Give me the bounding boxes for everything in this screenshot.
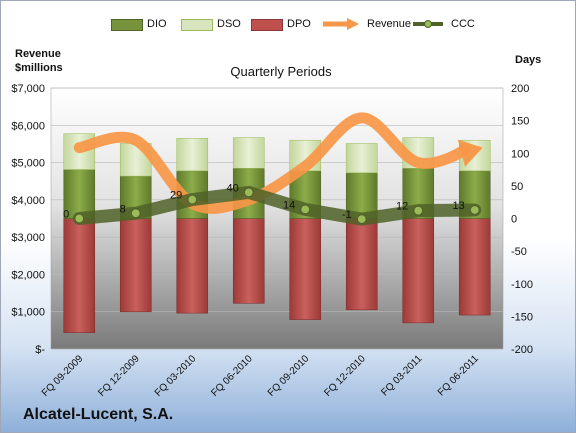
- right-axis-tick-label: 200: [511, 83, 529, 95]
- ccc-marker: [74, 213, 85, 224]
- x-axis-tick-label: FQ 09-2010: [266, 353, 312, 399]
- dpo-bar: [402, 218, 435, 324]
- left-axis-tick-label: $2,000: [11, 269, 45, 281]
- dpo-bar: [458, 218, 491, 316]
- plot-title: Quarterly Periods: [230, 64, 332, 79]
- dpo-bar: [63, 218, 96, 333]
- ccc-data-label: 13: [453, 200, 465, 212]
- dpo-bar: [232, 218, 265, 304]
- dso-bar: [345, 143, 378, 174]
- ccc-marker: [413, 205, 424, 216]
- ccc-marker: [130, 208, 141, 219]
- ccc-line: [72, 185, 482, 226]
- left-axis-title-line2: $millions: [15, 62, 63, 74]
- x-axis-tick-label: FQ 06-2010: [209, 353, 255, 399]
- left-axis-title-line1: Revenue: [15, 48, 61, 60]
- legend-line-marker-icon: [413, 20, 443, 28]
- ccc-data-label: 40: [227, 182, 239, 194]
- dso-bar: [232, 137, 265, 169]
- right-axis-tick-label: -100: [511, 279, 533, 291]
- left-axis-tick-label: $3,000: [11, 232, 45, 244]
- ccc-data-label: 29: [170, 190, 182, 202]
- legend-label-revenue: Revenue: [367, 18, 412, 30]
- left-axis-ticks: $- $1,000 $2,000 $3,000 $4,000 $5,000 $6,000 $7…: [11, 83, 45, 356]
- x-axis-tick-label: FQ 03-2011: [379, 353, 424, 398]
- legend-label-ccc: CCC: [451, 18, 475, 30]
- legend-swatch-dio: [111, 19, 143, 31]
- right-axis-tick-label: 150: [511, 116, 529, 128]
- right-axis-tick-label: 100: [511, 148, 529, 160]
- revenue-line: [73, 112, 471, 214]
- ccc-data-label: 0: [63, 209, 69, 221]
- legend-label-dio: DIO: [147, 18, 167, 30]
- ccc-data-label: 12: [396, 201, 408, 213]
- dso-bar: [176, 137, 209, 172]
- dpo-bar: [289, 218, 322, 320]
- ccc-data-label: 8: [120, 203, 126, 215]
- ccc-marker: [187, 194, 198, 205]
- right-axis-tick-label: 50: [511, 181, 523, 193]
- left-axis-title: Revenue $millions: [15, 47, 63, 75]
- ccc-marker: [243, 187, 254, 198]
- ccc-data-label: -1: [342, 209, 352, 221]
- legend-label-dpo: DPO: [287, 18, 311, 30]
- company-name: Alcatel-Lucent, S.A.: [23, 406, 174, 423]
- right-axis-tick-label: -200: [511, 344, 533, 356]
- right-axis-ticks: -200 -150 -100 -50 0 50 100 150 200: [511, 83, 533, 356]
- ccc-marker: [300, 204, 311, 215]
- x-axis-tick-label: FQ 06-2011: [436, 353, 481, 398]
- dpo-bar: [345, 218, 378, 311]
- ccc-series: 0 8 29 40 14 -1 12 13: [63, 182, 482, 226]
- left-axis-tick-label: $6,000: [11, 120, 45, 132]
- left-axis-tick-label: $4,000: [11, 195, 45, 207]
- legend-swatch-dpo: [251, 19, 283, 31]
- legend-label-dso: DSO: [217, 18, 241, 30]
- left-axis-tick-label: $-: [35, 344, 45, 356]
- dpo-bar: [119, 218, 152, 313]
- left-axis-tick-label: $7,000: [11, 83, 45, 95]
- right-axis-tick-label: -50: [511, 246, 527, 258]
- left-axis-tick-label: $1,000: [11, 307, 45, 319]
- left-axis-tick-label: $5,000: [11, 158, 45, 170]
- x-axis-tick-label: FQ 09-2009: [40, 353, 86, 399]
- revenue-arrowhead: [457, 139, 483, 167]
- ccc-data-label: 14: [283, 199, 295, 211]
- x-axis-tick-label: FQ 12-2009: [96, 353, 142, 399]
- x-axis-tick-label: FQ 12-2010: [322, 353, 368, 399]
- legend-swatch-dso: [181, 19, 213, 31]
- ccc-marker: [356, 214, 367, 225]
- revenue-series: [73, 112, 483, 214]
- x-axis-tick-label: FQ 03-2010: [153, 353, 199, 399]
- x-axis-ticks: FQ 09-2009 FQ 12-2009 FQ 03-2010 FQ 06-2010…: [40, 353, 481, 399]
- right-axis-title: Days: [515, 54, 542, 66]
- right-axis-tick-label: -150: [511, 311, 533, 323]
- dpo-bar: [176, 218, 209, 314]
- ccc-marker: [469, 204, 480, 216]
- legend-arrow-icon: [323, 18, 359, 30]
- right-axis-tick-label: 0: [511, 214, 517, 226]
